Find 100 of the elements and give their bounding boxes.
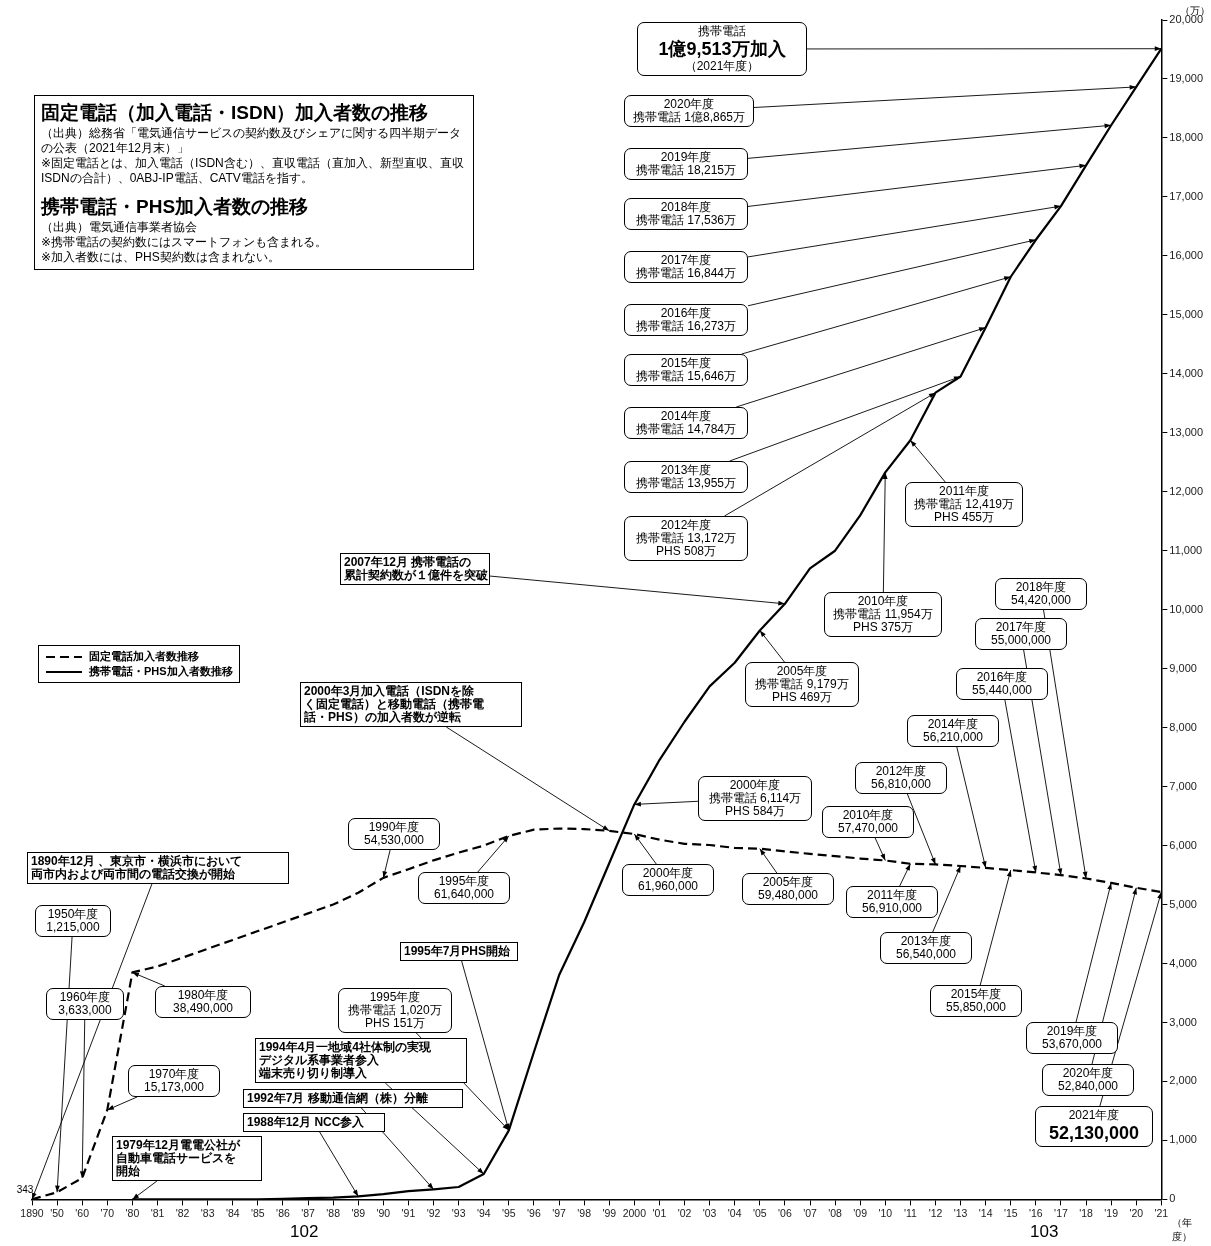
annotation: 2011年度56,910,000 (860, 888, 924, 915)
annotation: 2014年度携帯電話 14,784万 (634, 409, 737, 436)
x-tick-label: '95 (502, 1206, 516, 1219)
annotation: ※固定電話とは、加入電話（ISDN含む）、直収電話（直加入、新型直収、直収ISDNの合計）、0ABJ-IP電話、CATV電話を指す。 (41, 156, 465, 186)
y-tick-label: 1,000 (1169, 1133, 1197, 1146)
x-tick-label: '99 (602, 1206, 617, 1219)
x-tick-label: '82 (175, 1206, 190, 1219)
x-tick-label: '04 (727, 1206, 742, 1219)
annotation: ※加入者数には、PHS契約数は含まれない。 (41, 250, 281, 265)
annotation: 1970年度15,173,000 (142, 1067, 206, 1094)
x-tick-label: '94 (476, 1206, 491, 1219)
annotation: ※携帯電話の契約数にはスマートフォンも含まれる。 (41, 235, 329, 250)
annotation: 2018年度54,420,000 (1009, 580, 1073, 607)
annotation: 2005年度携帯電話 9,179万PHS 469万 (754, 664, 850, 704)
x-tick-label: '70 (100, 1206, 115, 1219)
y-tick-label: 15,000 (1169, 307, 1204, 320)
x-tick-label: '50 (50, 1206, 65, 1219)
annotation: 2016年度携帯電話 16,273万 (634, 306, 737, 333)
y-tick-label: 3,000 (1169, 1015, 1197, 1028)
annotation: 2017年度55,000,000 (989, 620, 1053, 647)
annotation: 2012年度携帯電話 13,172万PHS 508万 (634, 518, 737, 558)
annotation: 2000年3月加入電話（ISDNを除く固定電話）と移動電話（携帯電話・PHS）の加入者数が逆転 (304, 684, 485, 724)
x-tick-label: '03 (702, 1206, 717, 1219)
x-tick-label: '11 (903, 1206, 917, 1219)
x-axis-title: （年度） (1172, 1216, 1193, 1244)
y-tick-label: 2,000 (1169, 1074, 1197, 1087)
x-tick-label: '81 (150, 1206, 165, 1219)
annotation: 2015年度携帯電話 15,646万 (634, 356, 737, 383)
y-tick-label: 18,000 (1169, 130, 1204, 143)
annotation: 2012年度56,810,000 (869, 764, 933, 791)
annotation: （出典）総務省「電気通信サービスの契約数及びシェアに関する四半期データの公表（2021年12月末）」 (41, 126, 462, 156)
annotation: 2005年度59,480,000 (756, 875, 820, 902)
annotation: 2011年度携帯電話 12,419万PHS 455万 (912, 484, 1015, 524)
text: 固定電話（加入電話・ISDN）加入者数の推移 (41, 101, 430, 125)
text: 102 (290, 1222, 319, 1242)
x-tick-label: '90 (376, 1206, 391, 1219)
x-tick-label: '01 (652, 1206, 667, 1219)
annotation: 2021年度52,130,000 (1047, 1108, 1141, 1144)
annotation: 2013年度56,540,000 (894, 934, 958, 961)
x-tick-label: '17 (1054, 1206, 1068, 1219)
x-tick-label: '86 (276, 1206, 290, 1219)
annotation: 1994年4月一地域4社体制の実現デジタル系事業者参入端末売り切り制導入 (259, 1040, 433, 1080)
y-tick-label: 12,000 (1169, 484, 1204, 497)
annotation: 2020年度52,840,000 (1056, 1066, 1120, 1093)
legend-label: 固定電話加入者数推移 (89, 649, 199, 664)
y-tick-label: 14,000 (1169, 366, 1204, 379)
legend-label: 携帯電話・PHS加入者数推移 (89, 664, 233, 679)
annotation: 2019年度携帯電話 18,215万 (634, 150, 737, 177)
x-tick-label: '12 (928, 1206, 943, 1219)
x-tick-label: '18 (1079, 1206, 1094, 1219)
y-tick-label: 17,000 (1169, 189, 1204, 202)
x-tick-label: '16 (1029, 1206, 1043, 1219)
annotation: （出典）電気通信事業者協会 (41, 220, 198, 235)
y-tick-label: 8,000 (1169, 720, 1197, 733)
x-tick-label: '13 (953, 1206, 968, 1219)
annotation: 2015年度55,850,000 (944, 987, 1008, 1014)
x-tick-label: '21 (1154, 1206, 1169, 1219)
x-tick-label: '87 (301, 1206, 316, 1219)
x-tick-label: '97 (552, 1206, 567, 1219)
x-tick-label: '80 (125, 1206, 140, 1219)
y-tick-label: 16,000 (1169, 248, 1204, 261)
annotation: 1950年度1,215,000 (45, 907, 101, 934)
x-tick-label: '89 (351, 1206, 366, 1219)
annotation: 2014年度56,210,000 (921, 717, 985, 744)
y-tick-label: 11,000 (1169, 543, 1203, 556)
annotation: 1890年12月 、東京市・横浜市において両市内および両市間の電話交換が開始 (31, 854, 244, 881)
y-tick-label: 10,000 (1169, 602, 1204, 615)
annotation: 2010年度57,470,000 (836, 808, 900, 835)
y-tick-label: 4,000 (1169, 956, 1197, 969)
annotation: 1992年7月 移動通信網（株）分離 (247, 1091, 429, 1105)
x-tick-label: '83 (200, 1206, 215, 1219)
annotation: 2000年度携帯電話 6,114万PHS 584万 (707, 778, 803, 818)
x-tick-label: '85 (251, 1206, 265, 1219)
x-tick-label: '96 (527, 1206, 541, 1219)
y-tick-label: 5,000 (1169, 897, 1197, 910)
text: 103 (1030, 1222, 1059, 1242)
annotation: 2010年度携帯電話 11,954万PHS 375万 (832, 594, 934, 634)
annotation: 1990年度54,530,000 (362, 820, 426, 847)
x-tick-label: '14 (978, 1206, 993, 1219)
x-tick-label: '02 (677, 1206, 692, 1219)
annotation: 343 (15, 1183, 35, 1197)
y-tick-label: 6,000 (1169, 838, 1197, 851)
annotation: 1979年12月電電公社が自動車電話サービスを開始 (116, 1138, 242, 1178)
x-tick-label: '91 (401, 1206, 416, 1219)
x-tick-label: '98 (577, 1206, 592, 1219)
annotation: 1995年7月PHS開始 (404, 944, 512, 958)
annotation: 1995年度61,640,000 (432, 874, 496, 901)
annotation: 1980年度38,490,000 (171, 988, 235, 1015)
y-tick-label: 7,000 (1169, 779, 1197, 792)
x-tick-label: '09 (853, 1206, 868, 1219)
x-tick-label: '60 (75, 1206, 90, 1219)
x-tick-label: '84 (225, 1206, 240, 1219)
x-tick-label: 2000 (622, 1206, 647, 1219)
annotation: 2017年度携帯電話 16,844万 (634, 253, 737, 280)
annotation: 1960年度3,633,000 (57, 990, 113, 1017)
x-tick-label: '92 (426, 1206, 441, 1219)
annotation: 2000年度61,960,000 (636, 866, 700, 893)
annotation: 2018年度携帯電話 17,536万 (634, 200, 737, 227)
y-tick-label: 19,000 (1169, 72, 1204, 84)
x-tick-label: '06 (778, 1206, 792, 1219)
